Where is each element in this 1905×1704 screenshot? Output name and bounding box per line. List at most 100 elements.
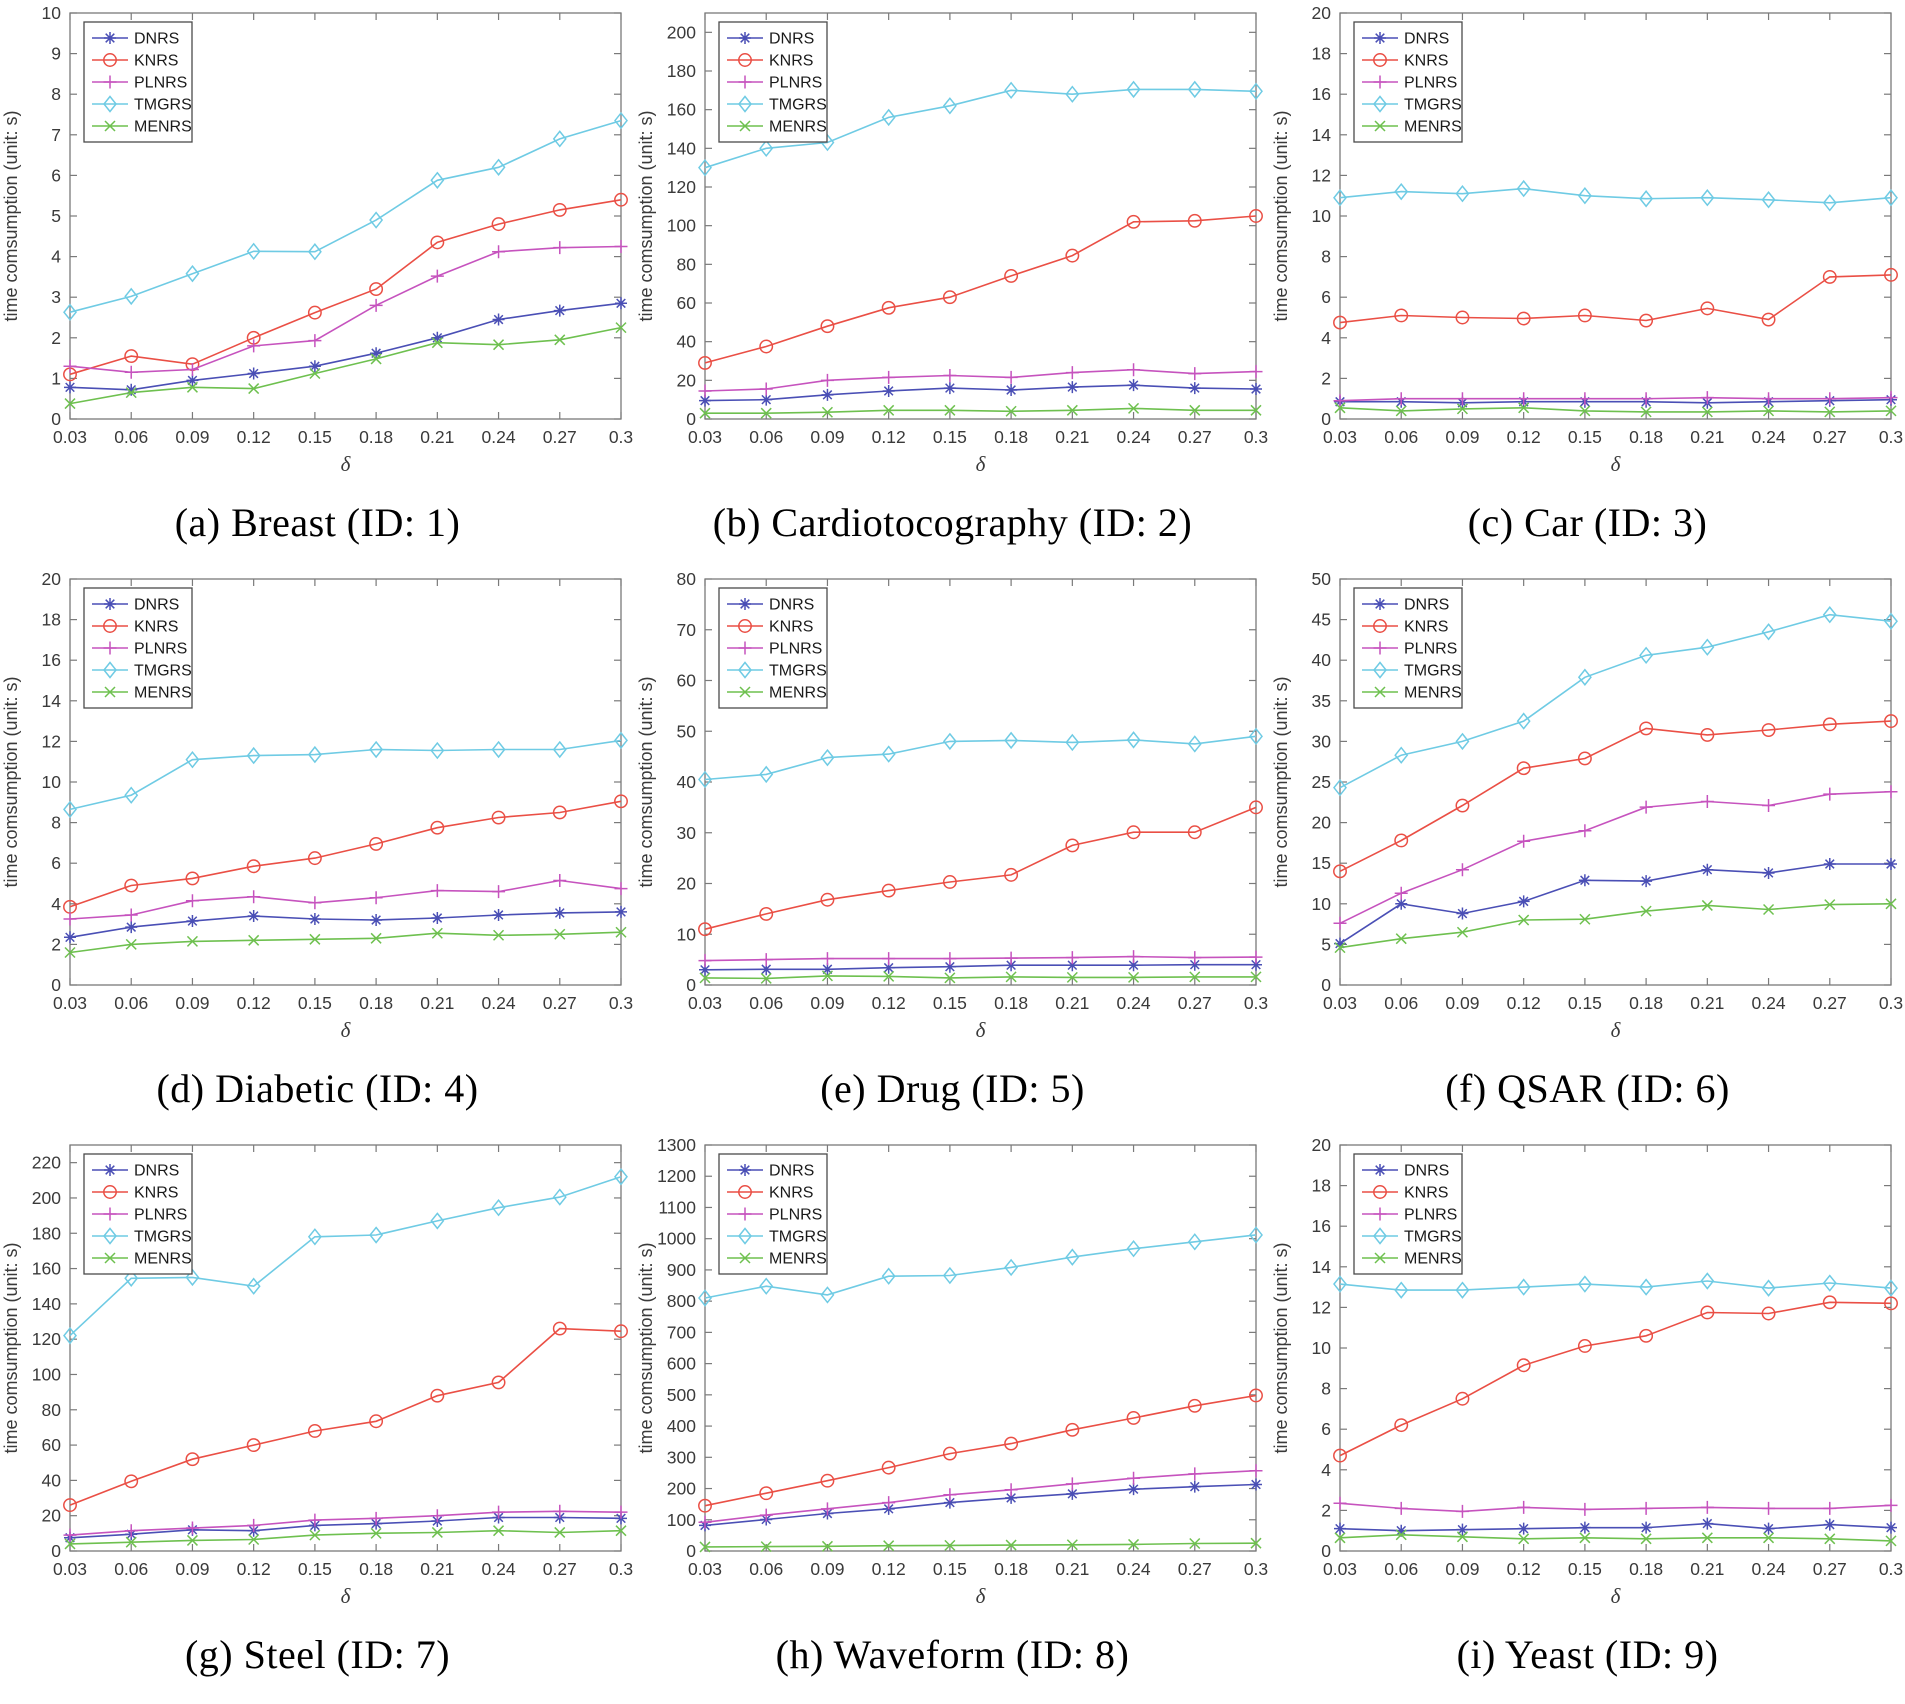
svg-text:30: 30 <box>677 823 697 843</box>
svg-text:0.09: 0.09 <box>175 993 209 1013</box>
legend-label-menrs: MENRS <box>134 1251 192 1268</box>
svg-text:0.03: 0.03 <box>1323 427 1357 447</box>
svg-text:0.18: 0.18 <box>359 1559 393 1579</box>
svg-text:5: 5 <box>1321 934 1331 954</box>
svg-text:10: 10 <box>42 3 62 23</box>
svg-text:0.06: 0.06 <box>114 993 148 1013</box>
subplot-caption: (a) Breast (ID: 1) <box>174 499 461 545</box>
svg-text:14: 14 <box>42 691 62 711</box>
legend-label-menrs: MENRS <box>1404 1251 1462 1268</box>
y-axis-label: time comsumption (unit: s) <box>1271 110 1291 321</box>
svg-text:0.03: 0.03 <box>688 1559 722 1579</box>
legend-label-dnrs: DNRS <box>769 31 814 48</box>
subplot-c-car: 0.03 0.06 0.09 0.12 0.15 0.18 0.21 0.24 0.27 0.3 0… <box>1270 0 1905 566</box>
legend: DNRS KNRS PLNRS TMGRS MENRS <box>718 21 828 143</box>
svg-text:0.27: 0.27 <box>1178 993 1212 1013</box>
svg-text:12: 12 <box>42 731 61 751</box>
svg-text:6: 6 <box>1321 1419 1331 1439</box>
svg-text:2: 2 <box>1321 1500 1331 1520</box>
svg-text:25: 25 <box>1312 772 1331 792</box>
legend-label-dnrs: DNRS <box>769 1163 814 1180</box>
legend-label-dnrs: DNRS <box>769 597 814 614</box>
svg-text:6: 6 <box>1321 287 1331 307</box>
svg-text:0.3: 0.3 <box>1879 427 1903 447</box>
svg-text:12: 12 <box>1312 165 1331 185</box>
svg-text:600: 600 <box>667 1354 696 1374</box>
svg-text:0.12: 0.12 <box>872 993 906 1013</box>
svg-text:0.12: 0.12 <box>1507 1559 1541 1579</box>
svg-text:160: 160 <box>32 1259 61 1279</box>
svg-text:18: 18 <box>42 610 61 630</box>
svg-text:0: 0 <box>51 1541 61 1561</box>
y-axis-label: time comsumption (unit: s) <box>1 1242 21 1453</box>
svg-text:4: 4 <box>1321 1460 1331 1480</box>
svg-text:0.24: 0.24 <box>482 993 516 1013</box>
x-axis-label: δ <box>341 1584 352 1608</box>
svg-text:900: 900 <box>667 1260 696 1280</box>
svg-text:180: 180 <box>667 61 696 81</box>
svg-text:800: 800 <box>667 1291 696 1311</box>
series-menrs <box>64 1525 627 1550</box>
legend-label-plnrs: PLNRS <box>134 641 187 658</box>
svg-text:40: 40 <box>1312 650 1332 670</box>
x-axis-label: δ <box>1611 1018 1622 1042</box>
svg-text:0.24: 0.24 <box>1752 993 1786 1013</box>
series-knrs <box>1333 1295 1898 1463</box>
svg-text:8: 8 <box>51 84 61 104</box>
series-knrs <box>698 209 1263 370</box>
svg-text:7: 7 <box>51 125 61 145</box>
svg-text:100: 100 <box>667 216 696 236</box>
svg-text:0.12: 0.12 <box>237 1559 271 1579</box>
svg-text:0.3: 0.3 <box>1244 993 1268 1013</box>
series-plnrs <box>1333 1496 1898 1518</box>
svg-text:0.15: 0.15 <box>1568 427 1602 447</box>
svg-text:700: 700 <box>667 1322 696 1342</box>
tick-marks <box>1339 12 1892 420</box>
legend-label-dnrs: DNRS <box>1404 31 1449 48</box>
svg-text:4: 4 <box>51 247 61 267</box>
legend-label-dnrs: DNRS <box>1404 1163 1449 1180</box>
svg-text:0.3: 0.3 <box>1244 1559 1268 1579</box>
legend-label-knrs: KNRS <box>134 619 178 636</box>
y-axis-label: time comsumption (unit: s) <box>1 676 21 887</box>
subplot-e-drug: 0.03 0.06 0.09 0.12 0.15 0.18 0.21 0.24 0.27 0.3 0… <box>635 566 1270 1132</box>
svg-text:0.21: 0.21 <box>1690 993 1724 1013</box>
svg-text:0.21: 0.21 <box>1690 1559 1724 1579</box>
svg-text:0.3: 0.3 <box>609 993 633 1013</box>
subplot-caption: (h) Waveform (ID: 8) <box>775 1631 1130 1677</box>
subplot-i-yeast: 0.03 0.06 0.09 0.12 0.15 0.18 0.21 0.24 0.27 0.3 0… <box>1270 1132 1905 1698</box>
subplot-caption: (c) Car (ID: 3) <box>1467 499 1708 545</box>
svg-text:4: 4 <box>51 894 61 914</box>
subplot-caption: (g) Steel (ID: 7) <box>184 1631 451 1677</box>
x-axis-label: δ <box>976 452 987 476</box>
series-menrs <box>1334 402 1897 418</box>
tick-marks <box>704 578 1257 986</box>
svg-text:20: 20 <box>1312 3 1332 23</box>
svg-text:0.24: 0.24 <box>482 427 516 447</box>
svg-text:0.06: 0.06 <box>749 427 783 447</box>
svg-text:140: 140 <box>32 1294 61 1314</box>
legend-label-tmgrs: TMGRS <box>134 97 192 114</box>
tick-marks <box>69 1145 622 1552</box>
subplot-caption: (d) Diabetic (ID: 4) <box>156 1065 479 1111</box>
svg-text:8: 8 <box>1321 247 1331 267</box>
chart-cardiotocography: 0.03 0.06 0.09 0.12 0.15 0.18 0.21 0.24 0.27 0.3 0… <box>636 12 1268 476</box>
svg-text:0.09: 0.09 <box>810 1559 844 1579</box>
svg-text:50: 50 <box>677 721 697 741</box>
svg-text:1300: 1300 <box>657 1135 696 1155</box>
svg-text:0.21: 0.21 <box>420 993 454 1013</box>
svg-text:60: 60 <box>42 1435 62 1455</box>
svg-text:4: 4 <box>1321 328 1331 348</box>
legend: DNRS KNRS PLNRS TMGRS MENRS <box>83 587 193 709</box>
svg-text:0.12: 0.12 <box>237 427 271 447</box>
svg-text:0.18: 0.18 <box>994 427 1028 447</box>
subplot-f-qsar: 0.03 0.06 0.09 0.12 0.15 0.18 0.21 0.24 0.27 0.3 0… <box>1270 566 1905 1132</box>
svg-text:0.12: 0.12 <box>1507 427 1541 447</box>
series-knrs <box>698 1388 1263 1513</box>
svg-text:400: 400 <box>667 1416 696 1436</box>
legend-label-plnrs: PLNRS <box>769 1207 822 1224</box>
svg-text:0.15: 0.15 <box>298 993 332 1013</box>
svg-text:8: 8 <box>1321 1379 1331 1399</box>
svg-text:0.06: 0.06 <box>114 1559 148 1579</box>
svg-text:0.06: 0.06 <box>1384 993 1418 1013</box>
